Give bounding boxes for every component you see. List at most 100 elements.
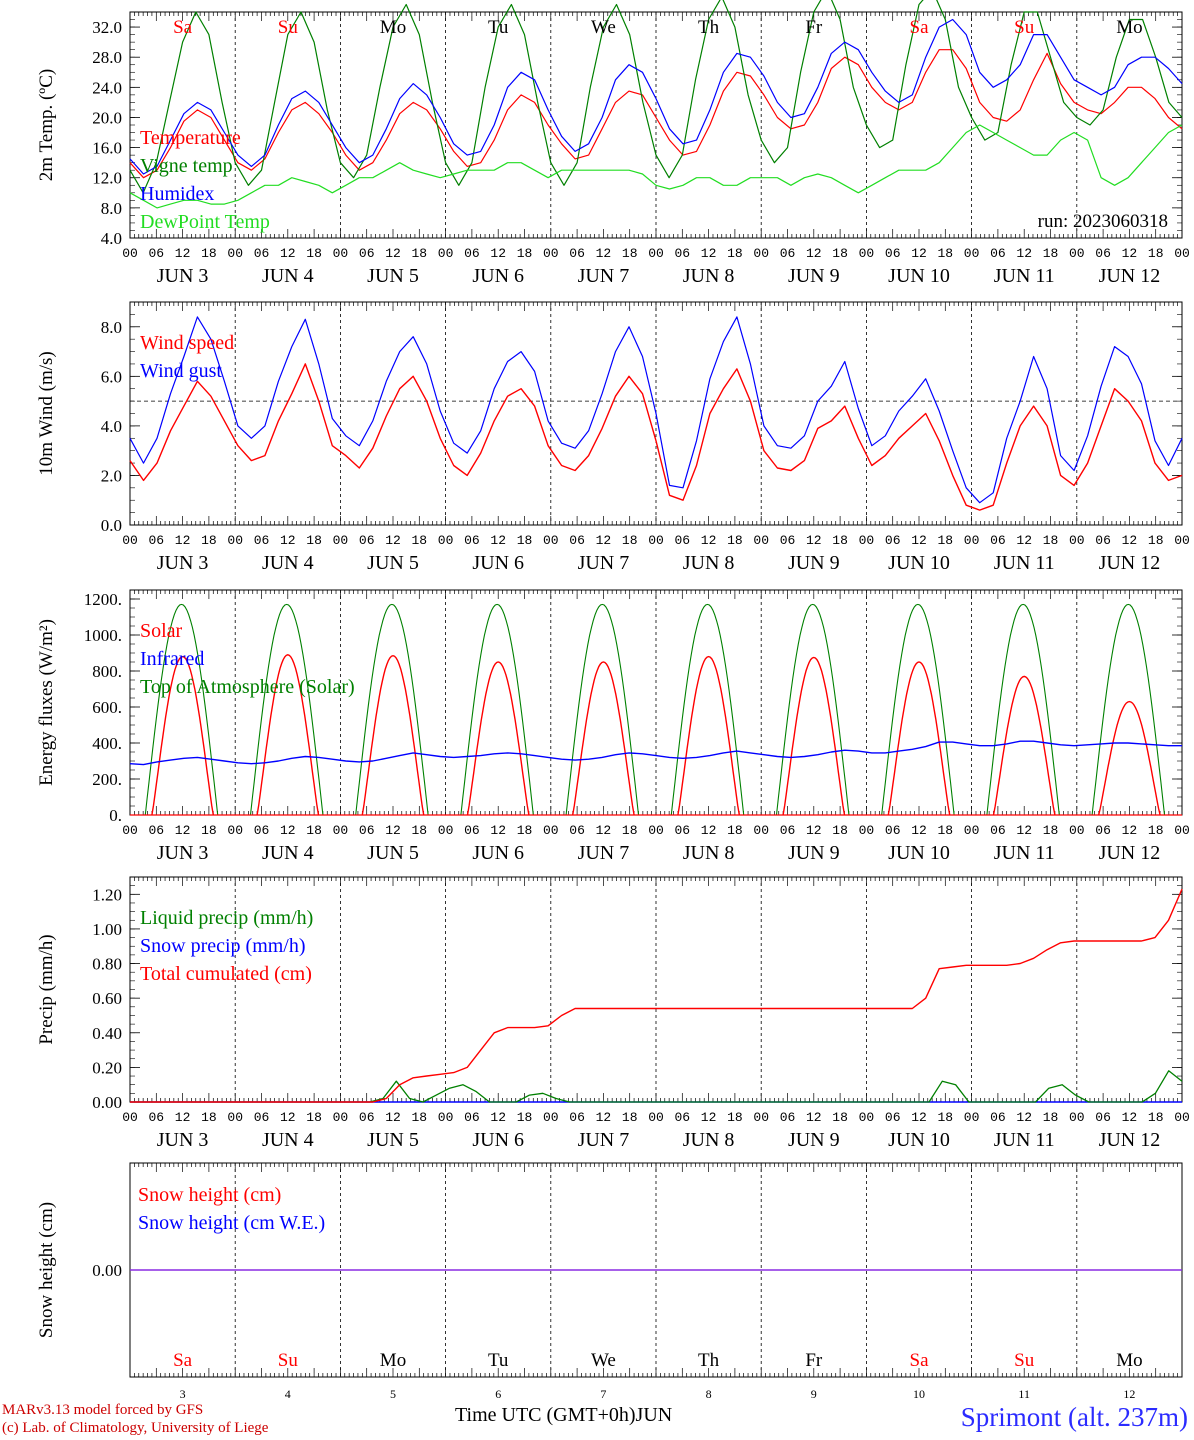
legend-entry: Infrared (140, 648, 204, 670)
date-label: JUN 3 (157, 552, 209, 574)
weekday-label: Su (1014, 1350, 1035, 1371)
hour-tick-label: 18 (1043, 1110, 1059, 1125)
hour-tick-label: 12 (1122, 246, 1138, 261)
day-number-label: 7 (600, 1387, 606, 1401)
hour-tick-label: 18 (937, 823, 953, 838)
hour-tick-label: 00 (122, 533, 138, 548)
hour-tick-label: 06 (1095, 823, 1111, 838)
weekday-label: Mo (380, 1350, 406, 1371)
y-tick-label: 2.0 (101, 466, 122, 485)
legend-entry: Snow height (cm W.E.) (138, 1212, 325, 1234)
hour-tick-label: 00 (438, 823, 454, 838)
date-label: JUN 5 (367, 552, 419, 574)
hour-tick-label: 18 (517, 533, 533, 548)
y-tick-label: 28.0 (92, 48, 122, 67)
hour-tick-label: 12 (385, 533, 401, 548)
legend-entry: Total cumulated (cm) (140, 963, 312, 985)
hour-tick-label: 18 (201, 823, 217, 838)
weekday-label: Sa (173, 1350, 193, 1371)
hour-tick-label: 00 (333, 533, 349, 548)
series-line-wind-speed (129, 363, 1183, 511)
hour-tick-label: 06 (990, 533, 1006, 548)
hour-tick-label: 12 (385, 246, 401, 261)
hour-tick-label: 18 (411, 246, 427, 261)
y-tick-label: 0.00 (92, 1093, 122, 1112)
hour-tick-label: 06 (674, 1110, 690, 1125)
date-label: JUN 11 (994, 1129, 1055, 1151)
hour-tick-label: 18 (622, 823, 638, 838)
hour-tick-label: 12 (596, 823, 612, 838)
date-label: JUN 12 (1099, 1129, 1161, 1151)
hour-tick-label: 12 (911, 1110, 927, 1125)
hour-tick-label: 18 (832, 1110, 848, 1125)
legend-entry: Snow precip (mm/h) (140, 935, 306, 957)
hour-tick-label: 00 (964, 246, 980, 261)
date-label: JUN 5 (367, 265, 419, 287)
hour-tick-label: 06 (885, 246, 901, 261)
y-axis-label: 10m Wind (m/s) (36, 351, 57, 476)
date-label: JUN 7 (578, 552, 630, 574)
hour-tick-label: 12 (1016, 1110, 1032, 1125)
weekday-label: We (591, 17, 616, 38)
hour-tick-label: 00 (859, 533, 875, 548)
weekday-label: Tu (488, 17, 509, 38)
series-line-top-of-atmosphere (144, 603, 1166, 816)
y-tick-label: 0.40 (92, 1024, 122, 1043)
y-tick-label: 1.00 (92, 920, 122, 939)
hour-tick-label: 18 (517, 823, 533, 838)
y-tick-label: 16.0 (92, 139, 122, 158)
hour-tick-label: 18 (201, 1110, 217, 1125)
hour-tick-label: 18 (411, 533, 427, 548)
hour-tick-label: 00 (964, 533, 980, 548)
hour-tick-label: 18 (622, 533, 638, 548)
legend-entry: Wind speed (140, 332, 234, 354)
hour-tick-label: 06 (148, 246, 164, 261)
weekday-label: We (591, 1350, 616, 1371)
hour-tick-label: 12 (1122, 823, 1138, 838)
hour-tick-label: 06 (885, 533, 901, 548)
hour-tick-label: 00 (1174, 533, 1190, 548)
hour-tick-label: 12 (385, 1110, 401, 1125)
hour-tick-label: 06 (254, 1110, 270, 1125)
hour-tick-label: 06 (464, 533, 480, 548)
hour-tick-label: 00 (964, 823, 980, 838)
date-label: JUN 4 (262, 552, 314, 574)
hour-tick-label: 12 (911, 246, 927, 261)
hour-tick-label: 12 (1016, 246, 1032, 261)
hour-tick-label: 12 (175, 823, 191, 838)
hour-tick-label: 12 (911, 823, 927, 838)
legend-entry: Top of Atmosphere (Solar) (140, 676, 355, 698)
y-tick-label: 0.00 (92, 1261, 122, 1280)
date-label: JUN 6 (472, 842, 524, 864)
hour-tick-label: 00 (333, 246, 349, 261)
hour-tick-label: 18 (306, 823, 322, 838)
hour-tick-label: 00 (648, 823, 664, 838)
y-tick-label: 1000. (84, 626, 122, 645)
hour-tick-label: 00 (753, 533, 769, 548)
hour-tick-label: 00 (438, 1110, 454, 1125)
y-tick-label: 400. (92, 734, 122, 753)
day-number-label: 5 (390, 1387, 396, 1401)
y-tick-label: 4.0 (101, 417, 122, 436)
hour-tick-label: 12 (911, 533, 927, 548)
hour-tick-label: 18 (201, 246, 217, 261)
hour-tick-label: 00 (753, 246, 769, 261)
date-label: JUN 9 (788, 842, 840, 864)
date-label: JUN 8 (683, 1129, 735, 1151)
hour-tick-label: 06 (569, 823, 585, 838)
hour-tick-label: 12 (806, 1110, 822, 1125)
hour-tick-label: 12 (806, 246, 822, 261)
date-label: JUN 10 (888, 1129, 950, 1151)
y-tick-label: 0. (109, 806, 122, 825)
hour-tick-label: 12 (596, 246, 612, 261)
hour-tick-label: 18 (1043, 533, 1059, 548)
hour-tick-label: 06 (1095, 533, 1111, 548)
hour-tick-label: 00 (859, 823, 875, 838)
hour-tick-label: 06 (1095, 246, 1111, 261)
hour-tick-label: 00 (333, 823, 349, 838)
hour-tick-label: 00 (227, 246, 243, 261)
hour-tick-label: 06 (569, 246, 585, 261)
date-label: JUN 12 (1099, 842, 1161, 864)
legend-entry: Wind gust (140, 360, 222, 382)
y-tick-label: 24.0 (92, 78, 122, 97)
